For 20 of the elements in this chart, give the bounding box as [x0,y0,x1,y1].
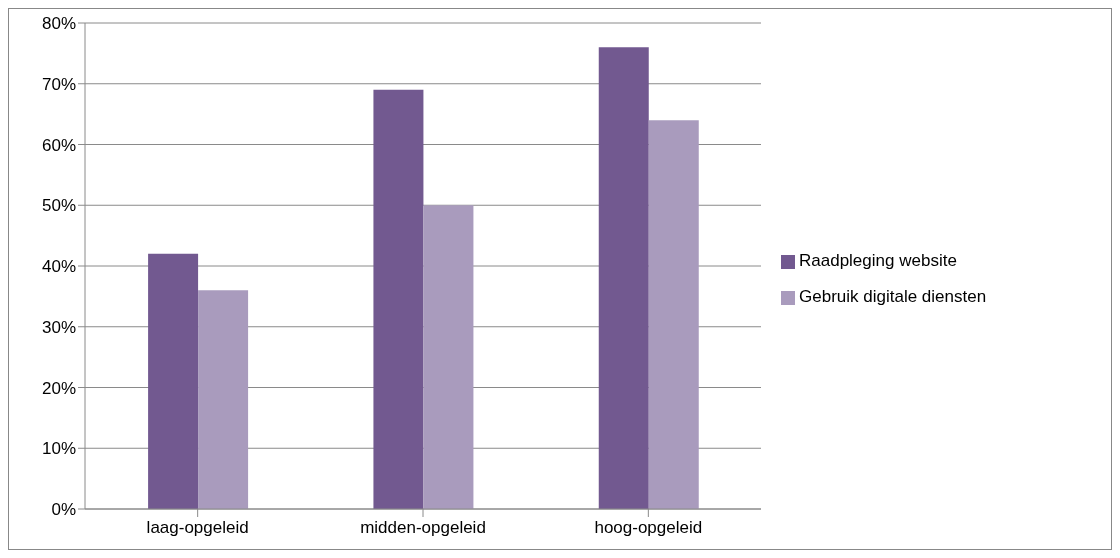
bar [198,290,249,509]
y-tick-label: 80% [41,14,76,34]
y-tick-label: 70% [41,74,76,94]
y-tick-label: 40% [41,257,76,277]
x-tick-label: laag-opgeleid [146,518,249,538]
bar [373,89,424,509]
bar [423,205,474,509]
y-tick-label: 0% [51,500,76,520]
y-tick-label: 20% [41,378,76,398]
bar [148,253,199,509]
legend-label: Gebruik digitale diensten [799,287,987,306]
x-tick-label: midden-opgeleid [360,518,486,538]
bar [648,120,699,509]
x-tick-label: hoog-opgeleid [594,518,703,538]
legend-label: Raadpleging website [799,251,957,270]
y-tick-label: 60% [41,135,76,155]
y-tick-label: 10% [41,439,76,459]
bar [598,47,649,509]
y-tick-label: 50% [41,196,76,216]
y-tick-label: 30% [41,317,76,337]
